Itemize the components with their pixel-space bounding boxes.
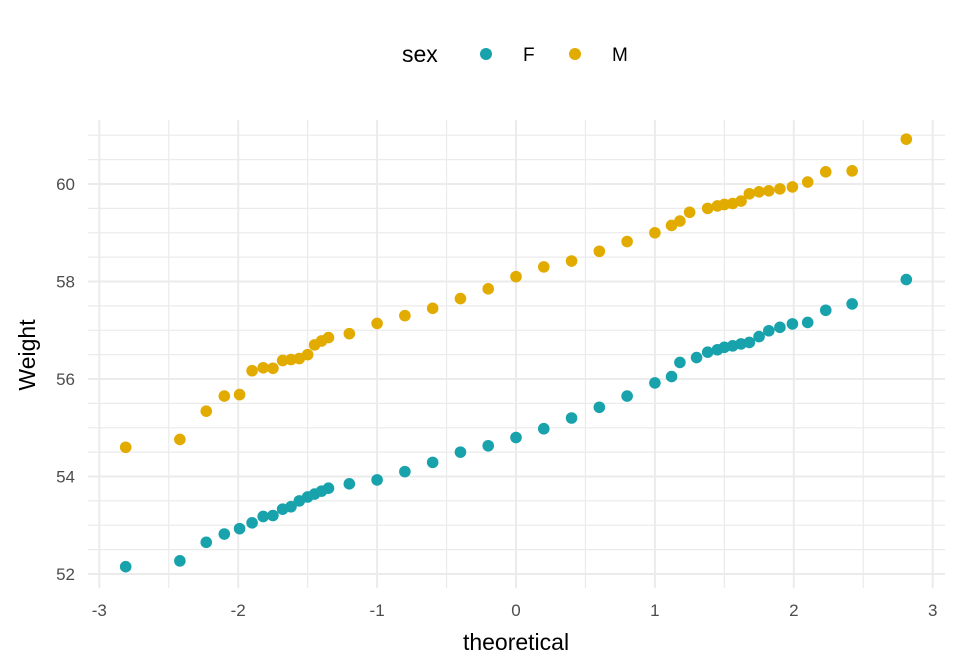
gridlines [88,120,945,588]
point-f [649,377,661,389]
point-m [233,388,246,401]
point-m [454,292,467,305]
point-f [786,318,799,330]
point-f [674,356,686,369]
point-m [119,441,132,454]
point-f [510,431,522,444]
point-m [246,364,258,377]
point-m [322,331,335,344]
point-m [371,317,383,330]
legend-marker-f [480,48,492,60]
point-f [753,330,765,343]
point-m [621,235,633,248]
point-f [743,336,756,349]
point-f [246,517,258,529]
point-f [285,500,297,513]
point-m [537,261,550,273]
x-axis-title: theoretical [463,629,569,655]
point-f [819,304,832,317]
point-f [565,412,578,424]
point-m [218,390,231,402]
point-f [257,510,270,523]
point-f [801,316,814,329]
point-f [200,536,213,549]
point-m [683,206,696,219]
point-m [267,362,279,375]
point-f [537,422,550,435]
point-m [743,187,756,200]
point-m [900,133,913,145]
data-points [119,133,913,573]
point-m [819,166,832,178]
point-m [846,165,858,177]
point-m [301,348,314,361]
point-f [774,321,786,334]
point-m [701,202,714,215]
y-tick-label: 52 [56,565,75,584]
point-f [426,456,439,469]
point-m [801,176,814,188]
x-tick-label: -3 [92,601,107,620]
y-tick-label: 54 [56,468,75,487]
point-f [900,273,913,286]
point-m [753,186,765,198]
point-m [774,183,786,195]
point-m [482,283,495,295]
point-m [174,433,186,446]
point-m [426,302,439,315]
point-f [665,370,678,383]
y-tick-label: 58 [56,273,75,292]
point-f [690,351,703,364]
point-f [322,482,335,495]
point-m [565,255,578,267]
legend: sex F M [402,41,628,67]
x-tick-label: -2 [231,601,246,620]
legend-label-f: F [523,45,535,66]
x-tick-label: -1 [370,601,385,620]
point-f [174,555,186,567]
point-f [399,465,411,478]
x-axis-ticks: -3 -2 -1 0 1 2 3 [92,601,938,620]
x-tick-label: 3 [928,601,937,620]
y-axis-ticks: 52 54 56 58 60 [56,175,75,584]
x-tick-label: 1 [650,601,659,620]
legend-title: sex [402,41,438,67]
point-f [482,439,495,452]
point-m [649,226,661,239]
y-tick-label: 60 [56,175,75,194]
point-m [735,195,747,207]
point-m [257,361,270,374]
point-f [621,390,633,402]
point-m [674,215,686,227]
point-m [786,181,799,193]
point-f [762,324,775,337]
point-f [454,446,467,458]
legend-marker-m [569,48,581,60]
point-f [701,346,714,358]
point-f [371,474,383,486]
y-axis-title: Weight [14,319,40,391]
point-f [343,478,356,490]
y-tick-label: 56 [56,370,75,389]
x-tick-label: 2 [789,601,798,620]
point-f [267,509,279,522]
point-m [593,245,606,258]
point-f [846,298,858,310]
point-f [233,522,246,535]
point-m [762,185,775,197]
point-m [343,327,356,340]
point-f [593,401,606,414]
point-m [510,270,522,283]
point-m [399,309,411,322]
point-m [200,405,213,417]
x-tick-label: 0 [511,601,520,620]
point-f [119,560,132,573]
legend-label-m: M [612,45,628,66]
point-f [218,528,231,540]
